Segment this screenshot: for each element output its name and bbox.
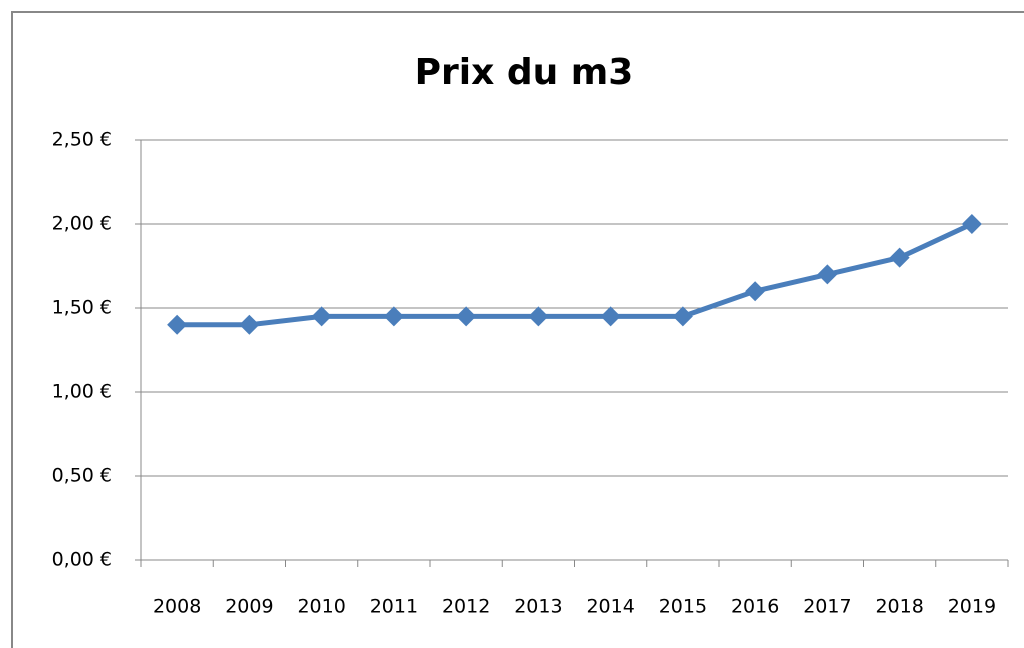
x-tick-label: 2018 (875, 596, 923, 618)
y-tick-label: 2,00 € (52, 213, 112, 235)
line (177, 221, 973, 328)
marker (745, 281, 766, 302)
chart-title: Prix du m3 (415, 52, 634, 93)
chart-frame (11, 11, 1024, 648)
x-tick-label: 2013 (514, 596, 562, 618)
x-tick-label: 2016 (731, 596, 779, 618)
marker (889, 247, 910, 268)
x-tick-label: 2012 (442, 596, 490, 618)
x-tick-label: 2015 (659, 596, 707, 618)
marker (383, 306, 404, 327)
marker (456, 306, 477, 327)
marker (817, 264, 838, 285)
x-tick-label: 2017 (803, 596, 851, 618)
marker (672, 306, 693, 327)
x-tick-label: 2008 (153, 596, 201, 618)
x-tick-label: 2009 (225, 596, 273, 618)
y-tick-label: 0,50 € (52, 465, 112, 487)
x-tick-label: 2010 (297, 596, 345, 618)
y-tick-label: 1,00 € (52, 381, 112, 403)
x-tick-label: 2019 (948, 596, 996, 618)
x-tick-label: 2011 (370, 596, 418, 618)
y-tick-label: 1,50 € (52, 297, 112, 319)
marker (961, 214, 982, 234)
marker (311, 306, 332, 327)
marker (528, 306, 549, 327)
y-tick-label: 0,00 € (52, 549, 112, 571)
x-tick-label: 2014 (586, 596, 634, 618)
marker (600, 306, 621, 327)
marker (239, 314, 260, 335)
y-tick-label: 2,50 € (52, 129, 112, 151)
marker (167, 314, 188, 335)
